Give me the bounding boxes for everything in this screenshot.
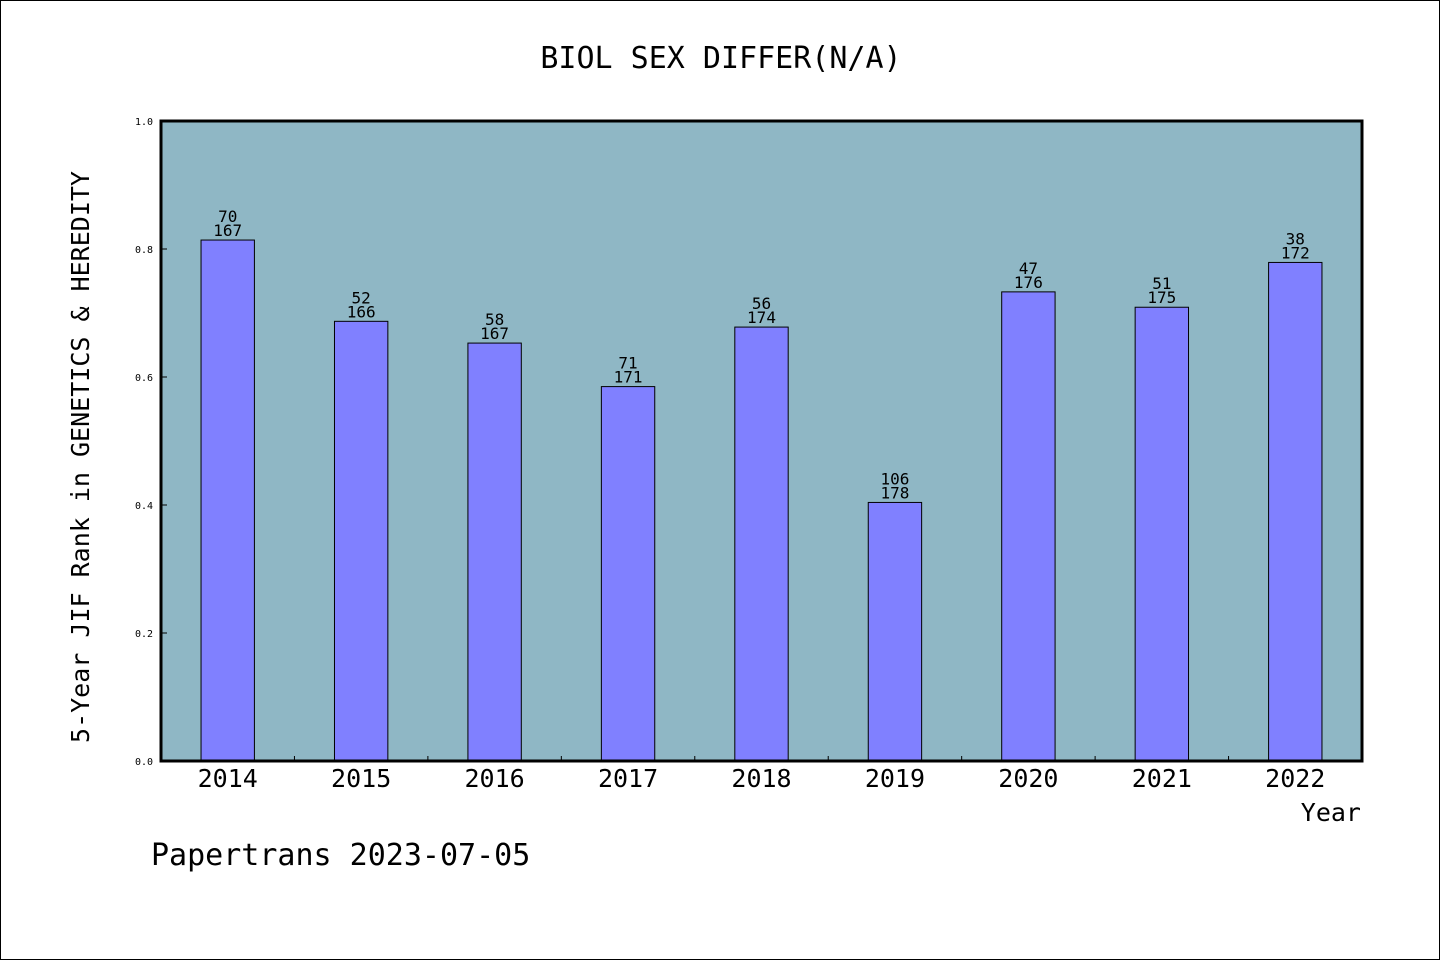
bar-2015 (333, 320, 389, 762)
chart-title: BIOL SEX DIFFER(N/A) (540, 41, 901, 76)
x-tick-label: 2018 (731, 764, 791, 793)
y-tick-label: 0.6 (135, 373, 153, 384)
x-tick-label: 2020 (998, 764, 1058, 793)
bar-total-label: 175 (1147, 288, 1176, 307)
x-tick-label: 2019 (865, 764, 925, 793)
bar-2020 (1001, 291, 1056, 762)
bar-total-label: 176 (1014, 273, 1043, 292)
x-ticks: 2014 2015 2016 2017 2018 2019 2020 2021 2022 (198, 756, 1325, 793)
y-tick-label: 0.2 (135, 629, 153, 640)
y-axis-label: 5-Year JIF Rank in GENETICS & HEREDITY (66, 171, 95, 743)
bar-total-label: 171 (614, 368, 643, 387)
plot-border (159, 119, 1364, 763)
y-tick-label: 0.0 (135, 757, 153, 768)
x-tick-label: 2022 (1265, 764, 1325, 793)
y-ticks: 0.0 0.2 0.4 0.6 0.8 1.0 (135, 117, 167, 768)
bar-total-label: 167 (213, 221, 242, 240)
y-tick-label: 0.4 (135, 501, 153, 512)
y-tick-label: 1.0 (135, 117, 153, 128)
x-tick-label: 2017 (598, 764, 658, 793)
bar-total-label: 178 (880, 483, 909, 502)
bar-2022 (1268, 261, 1323, 762)
bar-rank-label: 38 (1286, 229, 1305, 248)
bar-total-label: 166 (347, 302, 376, 321)
bar-rank-label: 52 (352, 288, 371, 307)
bar-rank-label: 70 (218, 207, 237, 226)
y-tick-label: 0.8 (135, 245, 153, 256)
bar-total-label: 174 (747, 308, 776, 327)
bar-rank-label: 106 (880, 469, 909, 488)
bar-rank-label: 51 (1152, 274, 1171, 293)
bar-rank-label: 56 (752, 294, 771, 313)
bar-total-label: 167 (480, 324, 509, 343)
bar-rank-label: 71 (618, 354, 637, 373)
bar-2014 (200, 239, 255, 762)
bar-2017 (600, 386, 656, 762)
bar-2021 (1134, 306, 1190, 762)
x-tick-label: 2014 (198, 764, 258, 793)
bar-total-label: 172 (1281, 243, 1310, 262)
x-tick-label: 2016 (465, 764, 525, 793)
bar-2018 (734, 326, 789, 762)
x-tick-label: 2015 (331, 764, 391, 793)
x-tick-label: 2021 (1132, 764, 1192, 793)
bar-2016 (467, 342, 522, 762)
x-axis-label: Year (1301, 798, 1361, 827)
bar-rank-label: 47 (1019, 259, 1038, 278)
bar-2019 (867, 501, 923, 762)
footer-text: Papertrans 2023-07-05 (151, 838, 530, 873)
bar-rank-label: 58 (485, 310, 504, 329)
